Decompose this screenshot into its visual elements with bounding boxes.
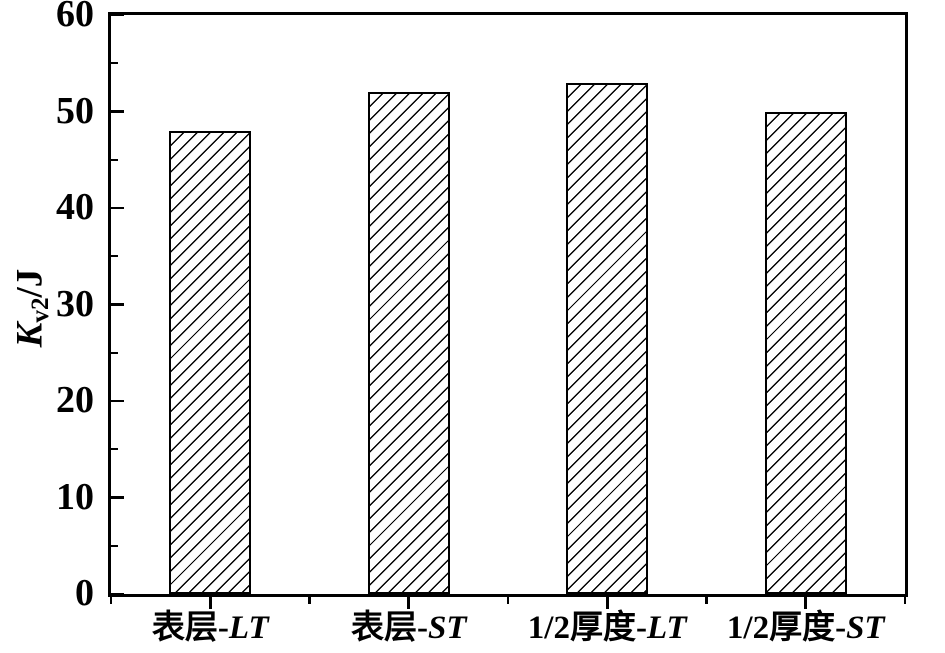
x-major-tick [208, 596, 212, 609]
y-minor-tick [111, 448, 118, 451]
x-category-label-prefix: 表层- [350, 610, 428, 646]
y-minor-tick [111, 255, 118, 258]
x-major-tick [804, 596, 808, 609]
y-major-tick [111, 206, 124, 210]
bar-3 [566, 82, 649, 594]
y-tick-label: 60 [56, 0, 94, 36]
x-major-tick [605, 596, 609, 609]
y-minor-tick [111, 158, 118, 161]
y-axis-label-symbol: K [9, 322, 51, 348]
x-minor-tick [308, 596, 311, 604]
x-category-label-prefix: 表层- [151, 610, 229, 646]
x-major-tick [407, 596, 411, 609]
y-minor-tick [111, 62, 118, 65]
y-tick-label: 10 [56, 475, 94, 518]
x-category-label-direction: ST [427, 610, 467, 646]
x-category-label-direction: ST [846, 610, 885, 646]
x-minor-tick [705, 596, 708, 604]
bar-1 [169, 130, 252, 594]
y-tick-label: 0 [75, 572, 94, 615]
y-major-tick [111, 13, 124, 17]
y-major-tick [111, 496, 124, 499]
y-tick-label: 30 [56, 282, 94, 325]
x-category-label-prefix: 1/2厚度- [726, 610, 847, 646]
bar-4 [764, 111, 847, 594]
y-tick-label: 20 [56, 379, 94, 422]
y-major-tick [111, 110, 124, 113]
x-category-label: 表层-ST [351, 610, 467, 646]
x-category-label: 1/2厚度-ST [727, 610, 885, 646]
y-major-tick [111, 303, 124, 306]
x-category-label: 1/2厚度-LT [528, 610, 687, 646]
y-major-tick [111, 592, 124, 596]
y-tick-label: 40 [56, 186, 94, 229]
bar-2 [367, 92, 450, 594]
x-category-label-prefix: 1/2厚度- [527, 610, 647, 646]
x-category-label-direction: LT [646, 610, 687, 646]
y-minor-tick [111, 351, 118, 354]
x-minor-tick [903, 596, 907, 604]
x-minor-tick [506, 596, 510, 604]
x-minor-tick [109, 596, 113, 604]
y-tick-label: 50 [56, 89, 94, 132]
y-major-tick [111, 399, 124, 403]
plot-area [108, 12, 908, 597]
x-category-label: 表层-LT [152, 610, 269, 646]
y-minor-tick [111, 544, 118, 547]
x-category-label-direction: LT [228, 610, 269, 646]
